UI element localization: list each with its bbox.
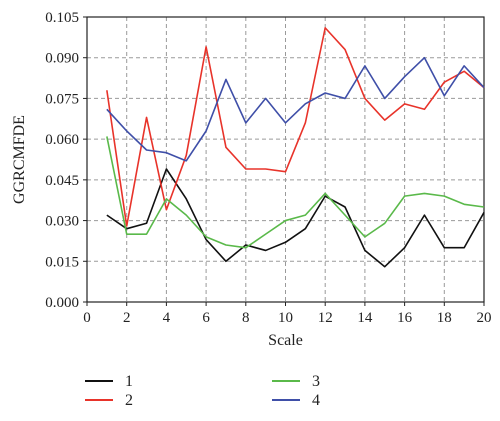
y-axis-label: GGRCMFDE (11, 115, 28, 204)
axis-ticks: 0 2 4 6 8 10 12 14 16 18 20 0.000 0.015 0.030 0.045 0.0… (45, 10, 491, 326)
y-tick-label: 0.060 (45, 132, 79, 148)
legend: 1 2 3 4 (85, 373, 320, 409)
series-line-2 (106, 27, 485, 227)
grid-lines (87, 17, 484, 302)
x-tick-label: 8 (242, 310, 250, 326)
y-tick-label: 0.075 (45, 91, 79, 107)
x-tick-label: 0 (83, 310, 91, 326)
legend-label-3: 3 (312, 373, 320, 390)
y-tick-label: 0.000 (45, 295, 79, 311)
x-tick-label: 16 (397, 310, 413, 326)
y-tick-label: 0.030 (45, 214, 79, 230)
y-tick-label: 0.090 (45, 51, 79, 67)
x-tick-label: 18 (437, 310, 452, 326)
legend-label-2: 2 (125, 392, 133, 409)
x-tick-label: 6 (202, 310, 210, 326)
x-tick-label: 20 (477, 310, 492, 326)
x-tick-label: 2 (123, 310, 131, 326)
x-tick-label: 14 (357, 310, 373, 326)
x-tick-label: 10 (278, 310, 293, 326)
y-tick-label: 0.015 (45, 254, 79, 270)
y-tick-label: 0.045 (45, 173, 79, 189)
series-line-4 (106, 56, 485, 162)
x-axis-label: Scale (268, 332, 303, 349)
y-tick-label: 0.105 (45, 10, 79, 26)
series-layer (106, 27, 485, 268)
series-line-3 (106, 136, 485, 249)
x-tick-label: 12 (318, 310, 333, 326)
series-line-1 (106, 168, 485, 268)
legend-label-4: 4 (312, 392, 320, 409)
legend-label-1: 1 (125, 373, 133, 390)
x-tick-label: 4 (163, 310, 171, 326)
